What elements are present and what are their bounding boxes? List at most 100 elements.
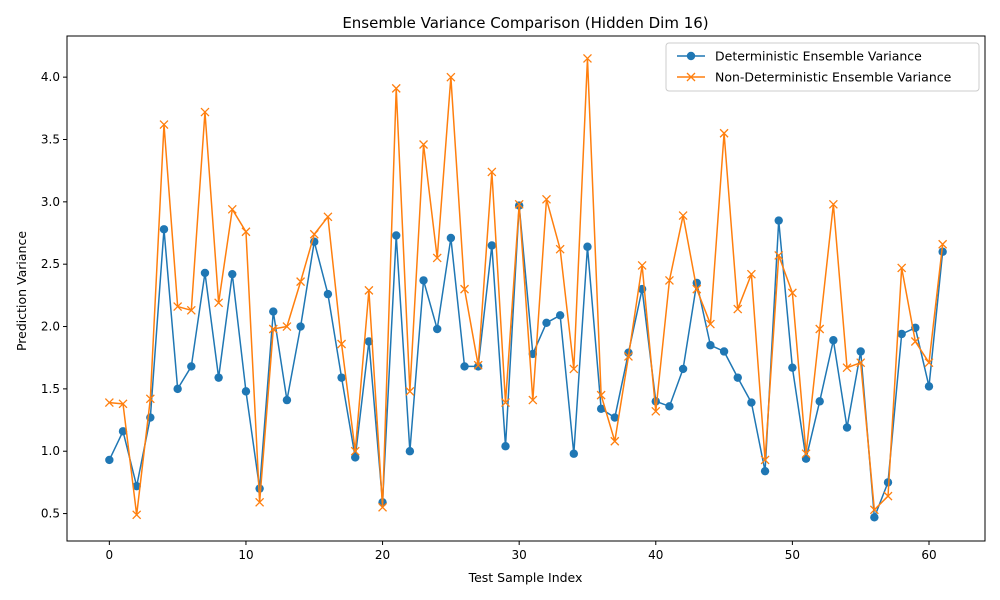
- data-point-deterministic: [706, 341, 715, 350]
- data-point-non-deterministic: [733, 304, 743, 314]
- x-tick-label: 60: [921, 548, 936, 562]
- data-point-non-deterministic: [555, 244, 565, 254]
- data-point-deterministic: [187, 362, 196, 371]
- y-tick-label: 2.0: [41, 320, 60, 334]
- x-tick-label: 10: [238, 548, 253, 562]
- y-tick-label: 3.5: [41, 132, 60, 146]
- data-point-non-deterministic: [801, 449, 811, 459]
- series-line-non-deterministic: [109, 57, 944, 516]
- data-point-deterministic: [856, 347, 865, 356]
- axes: 0 10 20 30 40 50 60 0.5 1.0 1.5 2.0 2.5 3.0 3.5 4.0: [41, 35, 986, 562]
- data-point-non-deterministic: [473, 360, 483, 370]
- data-point-non-deterministic: [282, 322, 292, 331]
- data-point-deterministic: [392, 231, 401, 240]
- chart-title: Ensemble Variance Comparison (Hidden Dim…: [342, 14, 708, 32]
- legend-marker-deterministic: [686, 51, 696, 61]
- data-point-non-deterministic: [705, 319, 715, 329]
- data-point-non-deterministic: [460, 284, 469, 294]
- data-point-non-deterministic: [856, 358, 866, 368]
- data-point-deterministic: [924, 382, 934, 391]
- data-point-non-deterministic: [610, 436, 620, 446]
- data-point-non-deterministic: [692, 284, 702, 294]
- data-point-deterministic: [173, 384, 182, 394]
- data-point-deterministic: [132, 481, 141, 491]
- data-point-deterministic: [583, 242, 592, 251]
- data-point-deterministic: [118, 427, 128, 436]
- y-tick-label: 0.5: [41, 507, 60, 521]
- data-point-non-deterministic: [132, 510, 142, 520]
- data-point-non-deterministic: [664, 275, 674, 285]
- legend-frame: [665, 42, 980, 92]
- x-tick-label: 20: [375, 548, 390, 562]
- data-point-non-deterministic: [186, 305, 196, 315]
- y-axis-title: Prediction Variance: [14, 231, 29, 351]
- data-point-deterministic: [473, 362, 483, 371]
- data-point-deterministic: [665, 402, 674, 411]
- data-point-non-deterministic: [241, 227, 251, 237]
- y-tick-label: 3.0: [41, 195, 60, 209]
- y-tick-label: 2.5: [41, 257, 60, 271]
- data-point-deterministic: [678, 364, 688, 374]
- data-point-deterministic: [760, 466, 770, 476]
- data-point-non-deterministic: [528, 395, 538, 405]
- data-point-non-deterministic: [910, 337, 920, 346]
- series-line-deterministic: [108, 204, 944, 519]
- data-point-deterministic: [200, 268, 210, 278]
- data-point-non-deterministic: [883, 491, 893, 501]
- data-point-non-deterministic: [760, 455, 770, 465]
- data-point-non-deterministic: [214, 298, 224, 308]
- x-tick-label: 30: [512, 548, 527, 562]
- data-point-deterministic: [555, 311, 565, 320]
- x-tick-label: 40: [648, 548, 663, 562]
- data-point-non-deterministic: [446, 72, 456, 82]
- data-point-deterministic: [569, 449, 579, 458]
- data-point-deterministic: [323, 289, 333, 299]
- data-point-non-deterministic: [869, 505, 879, 515]
- data-point-deterministic: [487, 241, 497, 250]
- x-tick-label: 0: [106, 548, 114, 562]
- data-point-non-deterministic: [815, 324, 825, 334]
- data-point-non-deterministic: [104, 398, 114, 408]
- data-point-deterministic: [419, 276, 428, 285]
- data-point-non-deterministic: [583, 53, 592, 63]
- data-point-non-deterministic: [897, 263, 907, 273]
- data-point-deterministic: [747, 398, 756, 407]
- data-point-non-deterministic: [159, 120, 169, 129]
- data-point-deterministic: [719, 347, 729, 356]
- data-point-non-deterministic: [719, 128, 729, 138]
- data-point-non-deterministic: [569, 364, 579, 374]
- data-point-non-deterministic: [432, 253, 442, 263]
- x-tick-label: 50: [785, 548, 800, 562]
- data-point-deterministic: [446, 233, 456, 243]
- data-point-non-deterministic: [405, 386, 415, 396]
- data-point-deterministic: [788, 363, 797, 372]
- data-point-deterministic: [842, 423, 852, 432]
- data-point-deterministic: [214, 373, 223, 382]
- data-point-non-deterministic: [337, 339, 347, 349]
- data-point-non-deterministic: [200, 107, 210, 117]
- data-point-deterministic: [282, 395, 292, 405]
- data-point-non-deterministic: [391, 83, 401, 93]
- data-point-deterministic: [501, 442, 510, 451]
- x-axis-title: Test Sample Index: [468, 570, 583, 585]
- data-point-non-deterministic: [637, 260, 647, 270]
- data-point-deterministic: [269, 307, 278, 316]
- data-point-deterministic: [774, 216, 783, 225]
- data-point-deterministic: [337, 373, 346, 382]
- data-point-deterministic: [610, 413, 619, 422]
- data-point-non-deterministic: [323, 212, 333, 222]
- data-point-non-deterministic: [678, 211, 688, 221]
- data-point-deterministic: [433, 324, 442, 334]
- data-point-deterministic: [542, 318, 551, 327]
- data-point-deterministic: [296, 322, 305, 331]
- data-point-deterministic: [815, 397, 824, 406]
- data-point-non-deterministic: [350, 446, 360, 456]
- data-point-non-deterministic: [746, 269, 756, 279]
- data-point-non-deterministic: [227, 204, 237, 214]
- y-tick-label: 1.5: [41, 382, 60, 396]
- data-point-non-deterministic: [255, 497, 265, 507]
- data-point-non-deterministic: [828, 199, 838, 209]
- data-point-non-deterministic: [378, 502, 388, 512]
- legend-label-non-deterministic: Non-Deterministic Ensemble Variance: [715, 70, 952, 85]
- data-point-non-deterministic: [596, 390, 606, 400]
